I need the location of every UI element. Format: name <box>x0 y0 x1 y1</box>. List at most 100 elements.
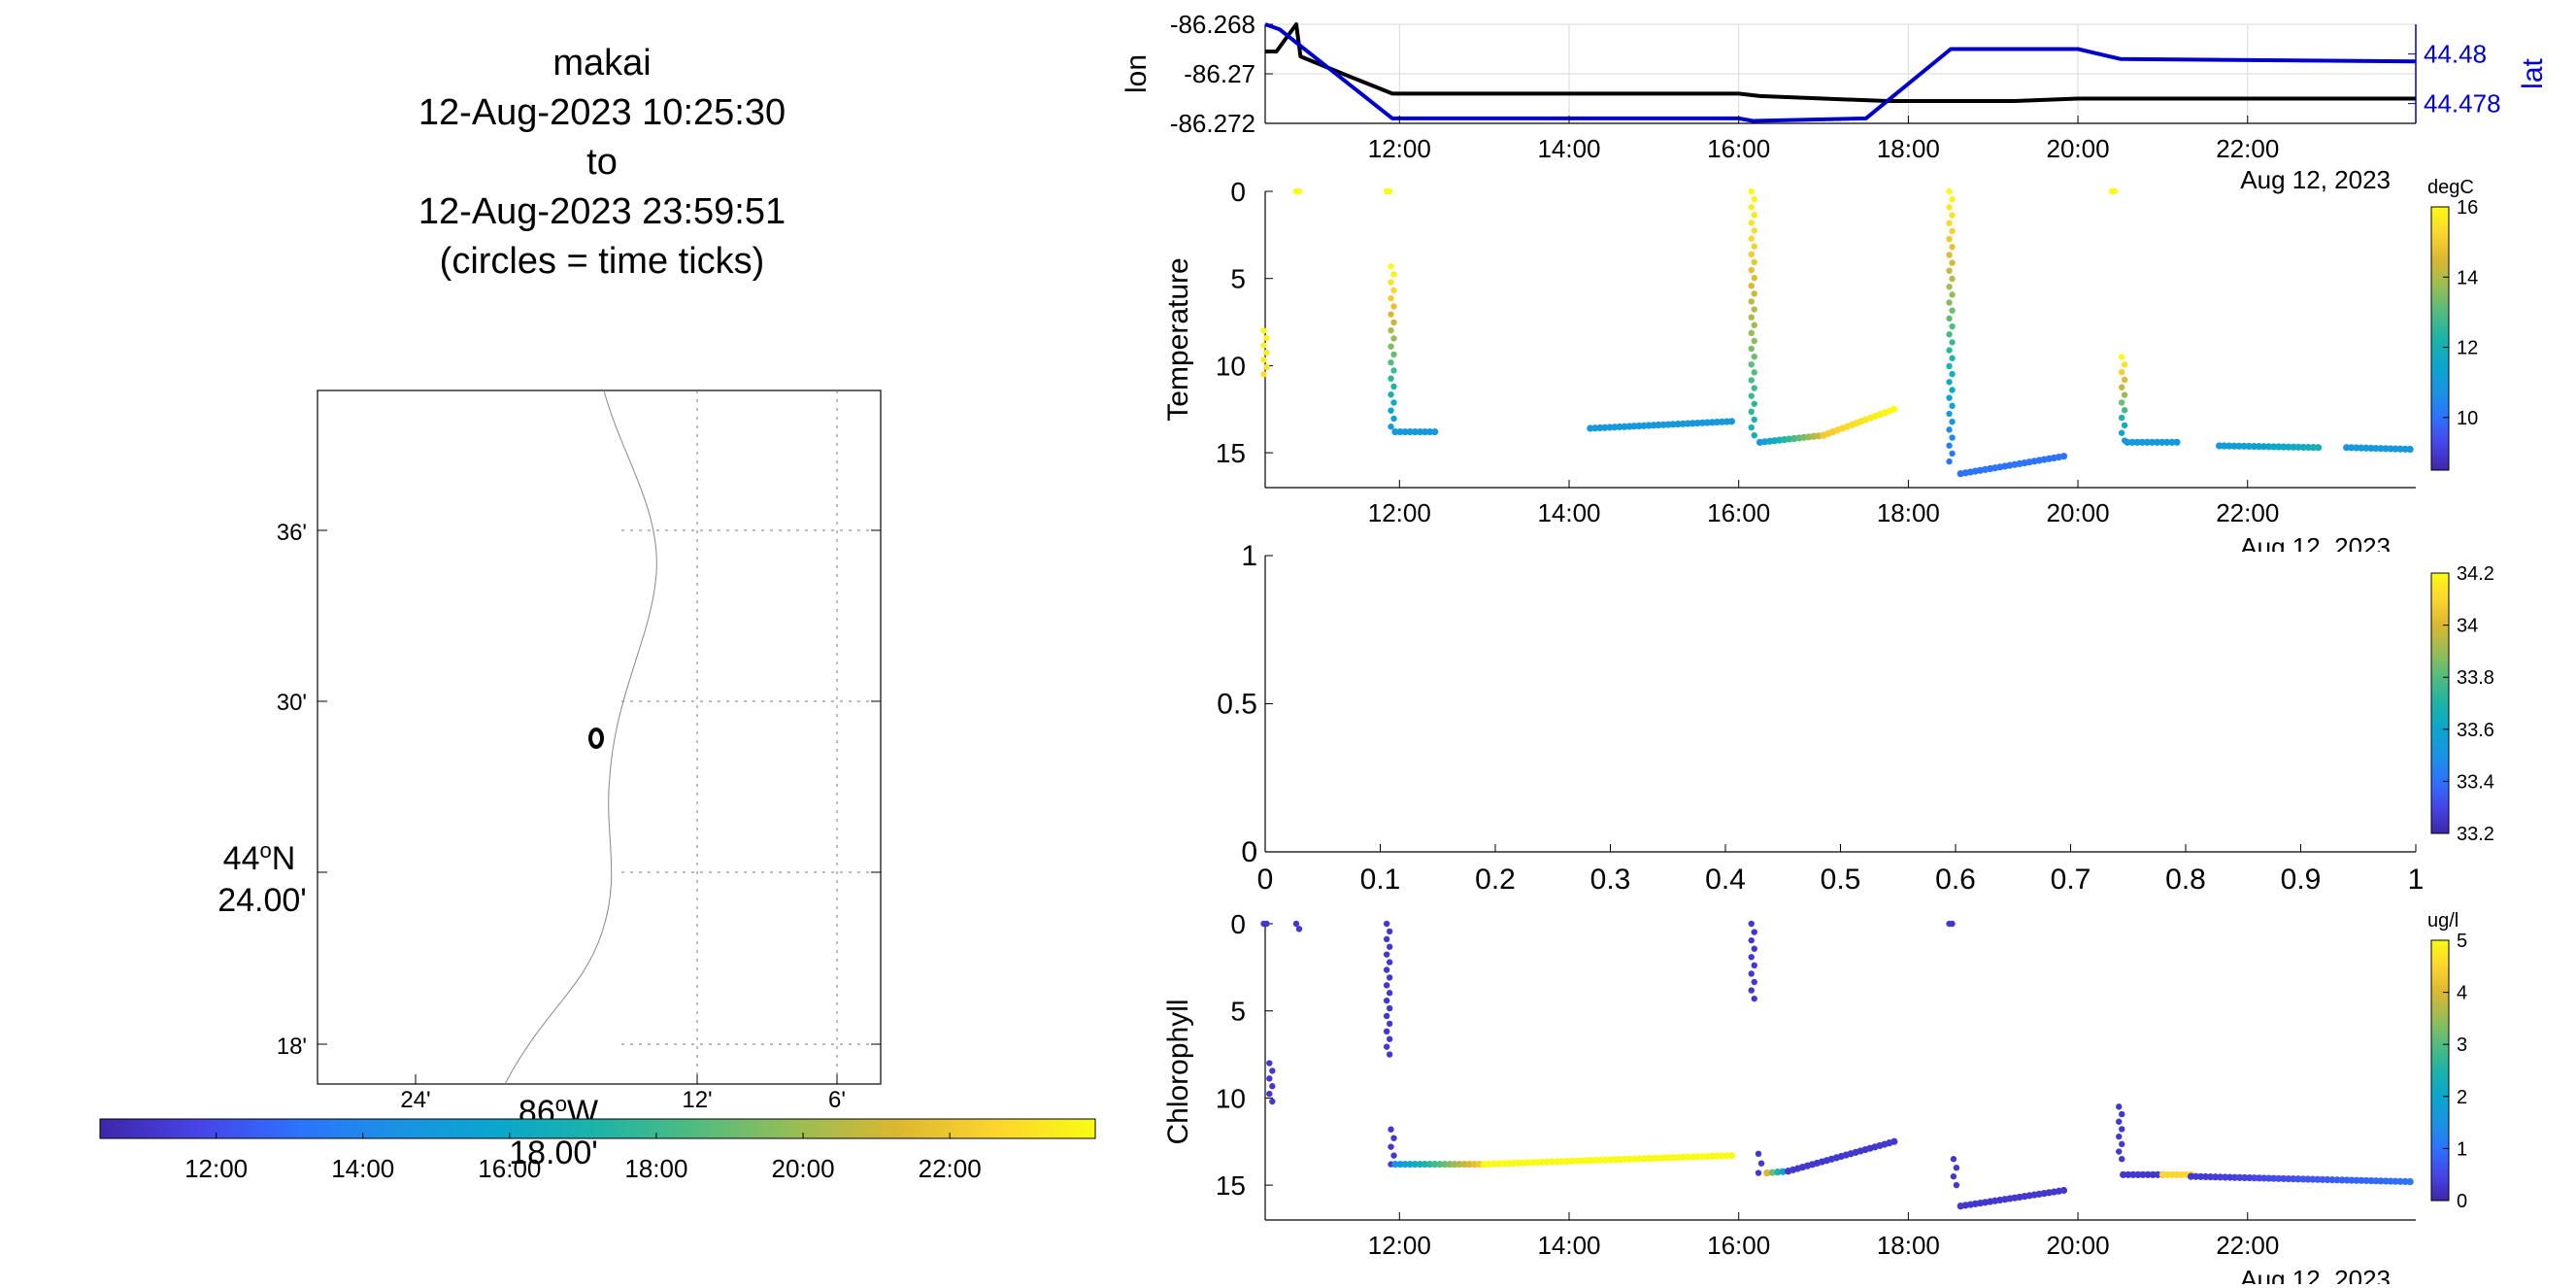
data-point <box>1751 962 1757 969</box>
data-point <box>1388 1126 1394 1133</box>
data-point <box>1388 407 1394 414</box>
data-point <box>2121 422 2128 429</box>
data-point <box>2118 384 2125 390</box>
data-point <box>1748 392 1755 399</box>
data-point <box>2270 1174 2278 1182</box>
data-point <box>1383 920 1390 928</box>
data-point <box>2324 1175 2331 1184</box>
data-point <box>1748 424 1755 431</box>
data-point <box>1949 355 1956 361</box>
data-point <box>1946 299 1953 306</box>
data-point <box>1446 1160 1454 1169</box>
x-tick-label: 14:00 <box>1537 1231 1600 1260</box>
data-point <box>1751 306 1757 313</box>
coastline <box>504 390 657 1085</box>
data-point <box>1949 275 1956 283</box>
data-point <box>2392 445 2399 453</box>
x-tick-label: 0 <box>1257 864 1274 896</box>
data-point <box>2121 391 2128 398</box>
data-point <box>1949 227 1956 235</box>
data-point <box>2377 445 2385 453</box>
data-point <box>1386 1051 1393 1058</box>
data-point <box>1949 244 1956 251</box>
time-colorbar-label: 22:00 <box>919 1154 982 1183</box>
data-point <box>1269 1083 1276 1090</box>
data-point <box>1386 959 1393 966</box>
data-point <box>2259 443 2268 451</box>
data-point <box>2187 1172 2195 1180</box>
data-point <box>1751 945 1757 952</box>
y-tick-label: 10 <box>1216 1083 1246 1113</box>
series-line-lon <box>1265 22 2416 103</box>
data-point <box>2121 376 2128 384</box>
lon-label-24: 24' <box>400 1087 430 1113</box>
data-point <box>1949 434 1956 441</box>
data-point <box>1748 266 1755 274</box>
y-tick-label: -86.268 <box>1170 10 1255 39</box>
data-point <box>2118 399 2125 406</box>
data-point <box>2367 444 2375 453</box>
data-point <box>1263 363 1270 371</box>
data-point <box>1411 427 1419 436</box>
y-tick-label: 5 <box>1230 997 1246 1027</box>
data-point <box>1949 212 1956 219</box>
data-point <box>2396 445 2404 453</box>
data-point <box>1390 383 1397 390</box>
data-point <box>1260 371 1267 378</box>
data-point <box>2260 1174 2268 1182</box>
data-point <box>1292 920 1300 928</box>
colorbar-tick-label: 14 <box>2457 267 2478 288</box>
x-tick-label: 22:00 <box>2216 498 2279 527</box>
data-point <box>1748 187 1755 195</box>
data-point <box>1390 1152 1397 1159</box>
data-point <box>2358 444 2365 452</box>
data-point <box>1949 402 1956 410</box>
y-axis-label: Chlorophyll <box>1162 999 1194 1144</box>
data-point <box>2059 453 2068 460</box>
data-point <box>1949 259 1956 266</box>
data-point <box>2290 443 2297 451</box>
data-point <box>1751 369 1757 376</box>
data-point <box>1751 400 1757 407</box>
colorbar-tick-label: 4 <box>2457 983 2467 1004</box>
y-tick-label: 15 <box>1216 438 1246 468</box>
y2-axis-label: lat <box>2517 57 2549 88</box>
data-point <box>2338 1176 2346 1184</box>
data-point <box>2231 1173 2239 1181</box>
data-point <box>1751 929 1757 935</box>
data-point <box>1390 335 1397 342</box>
data-point <box>1751 353 1757 360</box>
data-point <box>1748 920 1755 928</box>
figure-title: makai 12-Aug-2023 10:25:30 to 12-Aug-202… <box>311 39 893 287</box>
data-point <box>1390 399 1397 406</box>
data-point <box>2120 1170 2127 1178</box>
data-point <box>2235 442 2243 450</box>
data-point <box>1406 427 1414 436</box>
data-point <box>1949 195 1956 203</box>
data-point <box>2275 443 2283 451</box>
data-point <box>2118 354 2125 360</box>
time-colorbar <box>99 1118 1096 1139</box>
data-point <box>2225 442 2233 450</box>
colorbar-tick-label: 0 <box>2457 1191 2467 1212</box>
colorbar <box>2430 939 2450 1202</box>
data-point <box>1748 936 1755 944</box>
data-point <box>2196 1172 2205 1180</box>
data-point <box>2362 444 2370 452</box>
data-point <box>1949 307 1956 314</box>
data-point <box>2118 429 2125 436</box>
colorbar-tick-label: 33.6 <box>2457 720 2494 741</box>
data-point <box>2372 1177 2380 1185</box>
data-point <box>1748 329 1755 337</box>
data-point <box>1388 326 1394 334</box>
data-point <box>1388 358 1394 366</box>
x-tick-label: 12:00 <box>1368 1231 1431 1260</box>
data-point <box>1391 427 1399 436</box>
data-point <box>1751 212 1757 219</box>
track-start-circle <box>588 728 604 749</box>
data-point <box>2294 1175 2302 1183</box>
data-point <box>1390 1135 1397 1141</box>
data-point <box>1263 920 1270 928</box>
data-point <box>2343 1176 2351 1184</box>
data-point <box>1475 1160 1484 1169</box>
